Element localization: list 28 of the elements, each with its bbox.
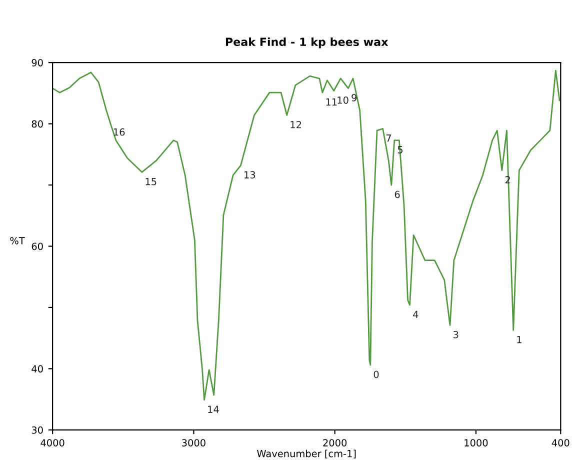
annotation: 14 (208, 406, 219, 413)
x-axis-title: Wavenumber [cm-1] (257, 450, 356, 458)
annotation: 13 (244, 171, 256, 179)
y-tick-label: 90 (32, 59, 43, 66)
annotation: 4 (413, 310, 418, 318)
annotation: 15 (146, 178, 156, 186)
y-tick-label: 80 (32, 120, 43, 128)
y-axis-title: %T (10, 237, 25, 244)
annotation: 10 (338, 96, 348, 104)
chart-title: Peak Find - 1 kp bees wax (226, 37, 388, 48)
annotation: 16 (114, 128, 125, 136)
annotation: 6 (394, 190, 400, 198)
line-series (52, 70, 560, 401)
y-tick-label: 40 (32, 365, 43, 373)
annotation: 0 (374, 370, 379, 378)
annotation: 11 (326, 98, 337, 106)
y-tick-label: 60 (32, 242, 43, 250)
annotation: 7 (386, 134, 391, 142)
annotation: 1 (517, 336, 522, 344)
x-tick-label: 400 (552, 439, 570, 446)
annotation: 9 (352, 94, 357, 102)
annotation: 3 (454, 330, 458, 338)
x-tick-label: 4000 (40, 439, 64, 446)
x-tick-label: 1000 (464, 439, 488, 446)
annotation: 12 (290, 120, 302, 128)
y-tick-label: 30 (32, 426, 43, 434)
x-tick-label: 2000 (323, 439, 347, 446)
x-tick-label: 3000 (182, 439, 206, 446)
